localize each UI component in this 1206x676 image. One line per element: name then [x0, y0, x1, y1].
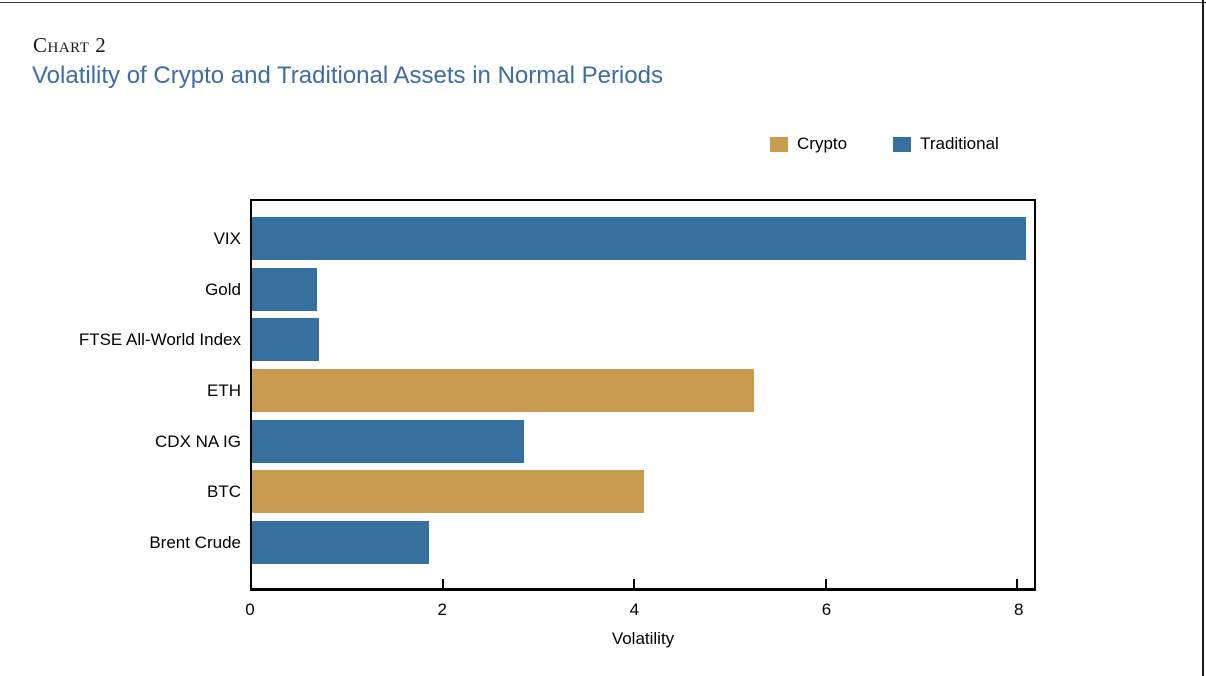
x-axis-title: Volatility — [611, 629, 675, 648]
legend-label-crypto: Crypto — [797, 134, 848, 153]
x-axis-tick-mark — [1015, 579, 1018, 588]
category-label: ETH — [207, 380, 241, 400]
traditional-swatch-icon — [893, 136, 912, 152]
x-axis-tick-mark — [824, 579, 827, 588]
category-label: Brent Crude — [149, 533, 241, 553]
chart-row: CDX NA IG — [155, 419, 1034, 463]
legend-label-traditional: Traditional — [920, 134, 999, 153]
category-label: CDX NA IG — [155, 431, 241, 451]
category-label: VIX — [213, 228, 241, 248]
chart-row: Brent Crude — [149, 521, 1034, 565]
page-right-rule — [1202, 0, 1204, 676]
chart-title: Volatility of Crypto and Traditional Ass… — [32, 62, 663, 89]
x-axis-tick-label: 8 — [1013, 600, 1024, 619]
chart-bar — [252, 521, 429, 565]
x-axis-tick-label: 2 — [437, 600, 447, 619]
chart-row: BTC — [207, 470, 1034, 514]
legend-item-traditional: Traditional — [893, 134, 999, 154]
chart-bar — [252, 419, 525, 463]
x-axis-tick-label: 6 — [821, 600, 832, 619]
chart-bar — [252, 216, 1027, 260]
page-top-rule — [0, 2, 1206, 3]
category-label: BTC — [207, 482, 241, 502]
chart-row: FTSE All-World Index — [79, 318, 1034, 362]
chart-bar — [252, 368, 754, 412]
x-axis-tick-label: 4 — [629, 600, 640, 619]
x-axis-tick-mark — [442, 579, 445, 588]
chart-row: VIX — [214, 216, 1034, 260]
chart-row: Gold — [205, 267, 1034, 311]
category-label: Gold — [205, 279, 241, 299]
chart-row: ETH — [207, 368, 1034, 412]
chart-bar — [252, 318, 319, 362]
x-axis-tick-mark — [633, 579, 636, 588]
crypto-swatch-icon — [770, 136, 788, 152]
chart-bar — [252, 267, 317, 311]
chart-legend: Crypto Traditional — [770, 134, 999, 154]
x-axis-tick-labels: 0 2 4 6 8 — [245, 600, 1036, 622]
category-label: FTSE All-World Index — [78, 330, 241, 350]
chart-kicker: Chart 2 — [33, 33, 107, 57]
legend-item-crypto: Crypto — [770, 134, 847, 154]
x-axis-tick-label: 0 — [245, 600, 255, 619]
plot-area: VIX Gold FTSE All-World Index ETH CDX NA IG B… — [79, 199, 1036, 591]
chart-bar — [252, 470, 644, 514]
